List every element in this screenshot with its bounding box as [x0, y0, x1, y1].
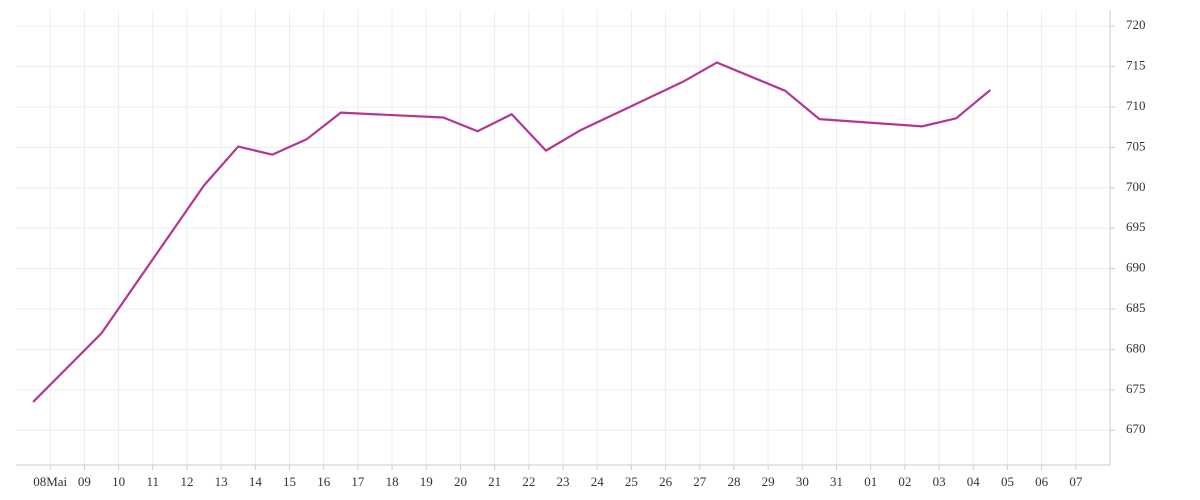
x-tick-label: 13 [215, 474, 228, 489]
x-tick-label: 14 [249, 474, 263, 489]
x-tick-label: 15 [283, 474, 296, 489]
x-tick-label: 05 [1001, 474, 1014, 489]
x-tick-label: 21 [488, 474, 501, 489]
x-tick-label: 30 [796, 474, 809, 489]
x-tick-label: 01 [864, 474, 877, 489]
x-tick-label: 07 [1069, 474, 1083, 489]
y-tick-label: 705 [1126, 138, 1146, 153]
x-tick-label: 10 [112, 474, 125, 489]
y-tick-label: 710 [1126, 98, 1146, 113]
x-tick-label: 17 [351, 474, 365, 489]
y-tick-label: 720 [1126, 17, 1146, 32]
data-line [32, 61, 992, 403]
x-tick-label: 02 [898, 474, 911, 489]
x-tick-label: 08Mai [33, 474, 67, 489]
x-tick-label: 24 [591, 474, 605, 489]
x-tick-label: 16 [317, 474, 331, 489]
x-tick-label: 12 [180, 474, 193, 489]
x-tick-label: 18 [386, 474, 399, 489]
x-tick-label: 03 [933, 474, 946, 489]
y-tick-label: 715 [1126, 58, 1146, 73]
x-tick-label: 06 [1035, 474, 1049, 489]
x-tick-label: 27 [693, 474, 707, 489]
x-tick-label: 26 [659, 474, 673, 489]
y-tick-label: 675 [1126, 381, 1146, 396]
x-tick-label: 09 [78, 474, 91, 489]
x-tick-label: 31 [830, 474, 843, 489]
x-tick-label: 04 [967, 474, 981, 489]
y-tick-label: 690 [1126, 260, 1146, 275]
x-tick-label: 11 [146, 474, 159, 489]
x-tick-label: 19 [420, 474, 433, 489]
x-tick-label: 22 [522, 474, 535, 489]
x-tick-label: 29 [762, 474, 775, 489]
x-tick-label: 20 [454, 474, 467, 489]
x-tick-label: 25 [625, 474, 638, 489]
x-tick-label: 28 [727, 474, 740, 489]
y-tick-label: 680 [1126, 340, 1146, 355]
x-tick-label: 23 [557, 474, 570, 489]
y-tick-label: 685 [1126, 300, 1146, 315]
y-tick-label: 670 [1126, 421, 1146, 436]
y-tick-label: 700 [1126, 179, 1146, 194]
y-tick-label: 695 [1126, 219, 1146, 234]
